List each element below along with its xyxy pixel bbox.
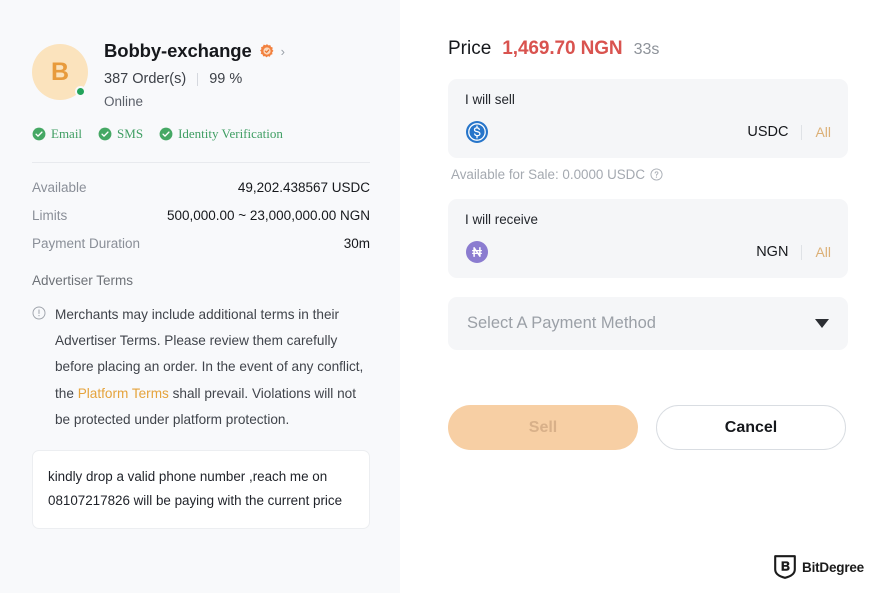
bitdegree-watermark-text: BitDegree <box>802 559 864 575</box>
detail-key: Payment Duration <box>32 236 141 251</box>
payment-method-placeholder: Select A Payment Method <box>467 314 656 332</box>
offer-details-list: Available 49,202.438567 USDC Limits 500,… <box>32 180 370 251</box>
cancel-button[interactable]: Cancel <box>656 405 846 450</box>
advertiser-terms-title: Advertiser Terms <box>32 273 134 288</box>
advertiser-terms-text: Merchants may include additional terms i… <box>55 302 370 433</box>
check-circle-icon <box>32 127 46 141</box>
detail-value: 49,202.438567 USDC <box>237 180 370 195</box>
question-circle-icon[interactable] <box>650 168 663 181</box>
order-count: 387 Order(s) <box>104 71 187 87</box>
merchant-stats: 387 Order(s) 99 % <box>104 71 285 87</box>
bitdegree-watermark: BitDegree <box>774 555 864 579</box>
verification-sms-label: SMS <box>117 126 144 141</box>
ngn-naira-icon <box>465 240 489 264</box>
sell-ticker: USDC <box>747 124 789 140</box>
merchant-name-row[interactable]: Bobby-exchange › <box>104 40 285 62</box>
terms-text-after: shall prevail. Violations will not be pr… <box>55 385 356 427</box>
receive-field-body: NGN All <box>465 240 831 264</box>
receive-field-legend: I will receive <box>465 212 538 227</box>
completion-rate: 99 % <box>209 71 243 87</box>
sell-field-controls: USDC All <box>747 124 831 140</box>
form-actions: Sell Cancel <box>448 405 848 450</box>
verification-email: Email <box>32 126 82 142</box>
receive-all-button[interactable]: All <box>815 244 831 260</box>
platform-terms-link[interactable]: Platform Terms <box>77 385 169 401</box>
detail-row-limits: Limits 500,000.00 ~ 23,000,000.00 NGN <box>32 208 370 223</box>
sell-button[interactable]: Sell <box>448 405 638 450</box>
online-status-label: Online <box>104 94 144 109</box>
merchant-info: Bobby-exchange › 387 Order(s) 99 % <box>104 38 285 109</box>
available-for-sale-row: Available for Sale: 0.0000 USDC <box>448 167 848 182</box>
order-form-panel: Price 1,469.70 NGN 33s I will sell USDC <box>400 0 880 593</box>
price-value: 1,469.70 NGN <box>502 38 623 59</box>
online-status-dot <box>75 86 86 97</box>
receive-field-controls: NGN All <box>756 244 831 260</box>
price-header: Price 1,469.70 NGN 33s <box>448 38 848 60</box>
avatar-initial: B <box>32 44 88 100</box>
price-refresh-timer: 33s <box>633 41 660 58</box>
chevron-down-icon[interactable] <box>815 319 829 328</box>
avatar: B <box>32 44 88 100</box>
bitdegree-shield-icon <box>774 555 796 579</box>
payment-method-select[interactable]: Select A Payment Method <box>448 297 848 350</box>
sell-amount-field[interactable]: I will sell USDC All <box>448 79 848 158</box>
usdc-coin-icon <box>465 120 489 144</box>
receive-ticker: NGN <box>756 244 789 260</box>
field-divider <box>801 244 803 260</box>
verification-email-label: Email <box>51 126 83 141</box>
sell-field-body: USDC All <box>465 120 831 144</box>
detail-row-available: Available 49,202.438567 USDC <box>32 180 370 195</box>
merchant-name: Bobby-exchange <box>104 40 252 61</box>
field-divider <box>801 124 803 140</box>
divider <box>32 162 370 163</box>
merchant-detail-panel: B Bobby-exchange › 387 Orde <box>0 0 400 593</box>
detail-row-payment-duration: Payment Duration 30m <box>32 236 370 251</box>
detail-value: 30m <box>343 236 370 251</box>
exclamation-circle-icon <box>32 302 46 433</box>
merchant-header: B Bobby-exchange › 387 Orde <box>32 38 370 109</box>
chevron-right-icon: › <box>280 43 286 59</box>
verification-badges: Email SMS Identity Verif <box>32 126 370 142</box>
advertiser-terms-notice: Merchants may include additional terms i… <box>32 302 370 433</box>
verification-identity: Identity Verification <box>159 126 283 142</box>
terms-text-before: Merchants may include additional terms i… <box>55 307 364 401</box>
receive-amount-field[interactable]: I will receive NGN All <box>448 199 848 278</box>
detail-value: 500,000.00 ~ 23,000,000.00 NGN <box>166 208 370 223</box>
stat-divider <box>197 72 199 86</box>
detail-key: Available <box>32 180 87 195</box>
merchant-note: kindly drop a valid phone number ,reach … <box>32 450 370 529</box>
available-for-sale-text: Available for Sale: 0.0000 USDC <box>451 167 646 182</box>
detail-key: Limits <box>32 208 68 223</box>
verification-identity-label: Identity Verification <box>178 126 283 141</box>
sell-field-legend: I will sell <box>465 92 515 107</box>
price-label: Price <box>448 38 492 59</box>
sell-all-button[interactable]: All <box>815 124 831 140</box>
check-circle-icon <box>98 127 112 141</box>
verification-sms: SMS <box>98 126 143 142</box>
verified-merchant-badge-icon <box>259 43 275 59</box>
check-circle-icon <box>159 127 173 141</box>
